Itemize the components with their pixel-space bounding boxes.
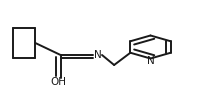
Text: N: N (147, 56, 154, 66)
Text: OH: OH (50, 77, 67, 87)
Text: N: N (94, 50, 102, 60)
